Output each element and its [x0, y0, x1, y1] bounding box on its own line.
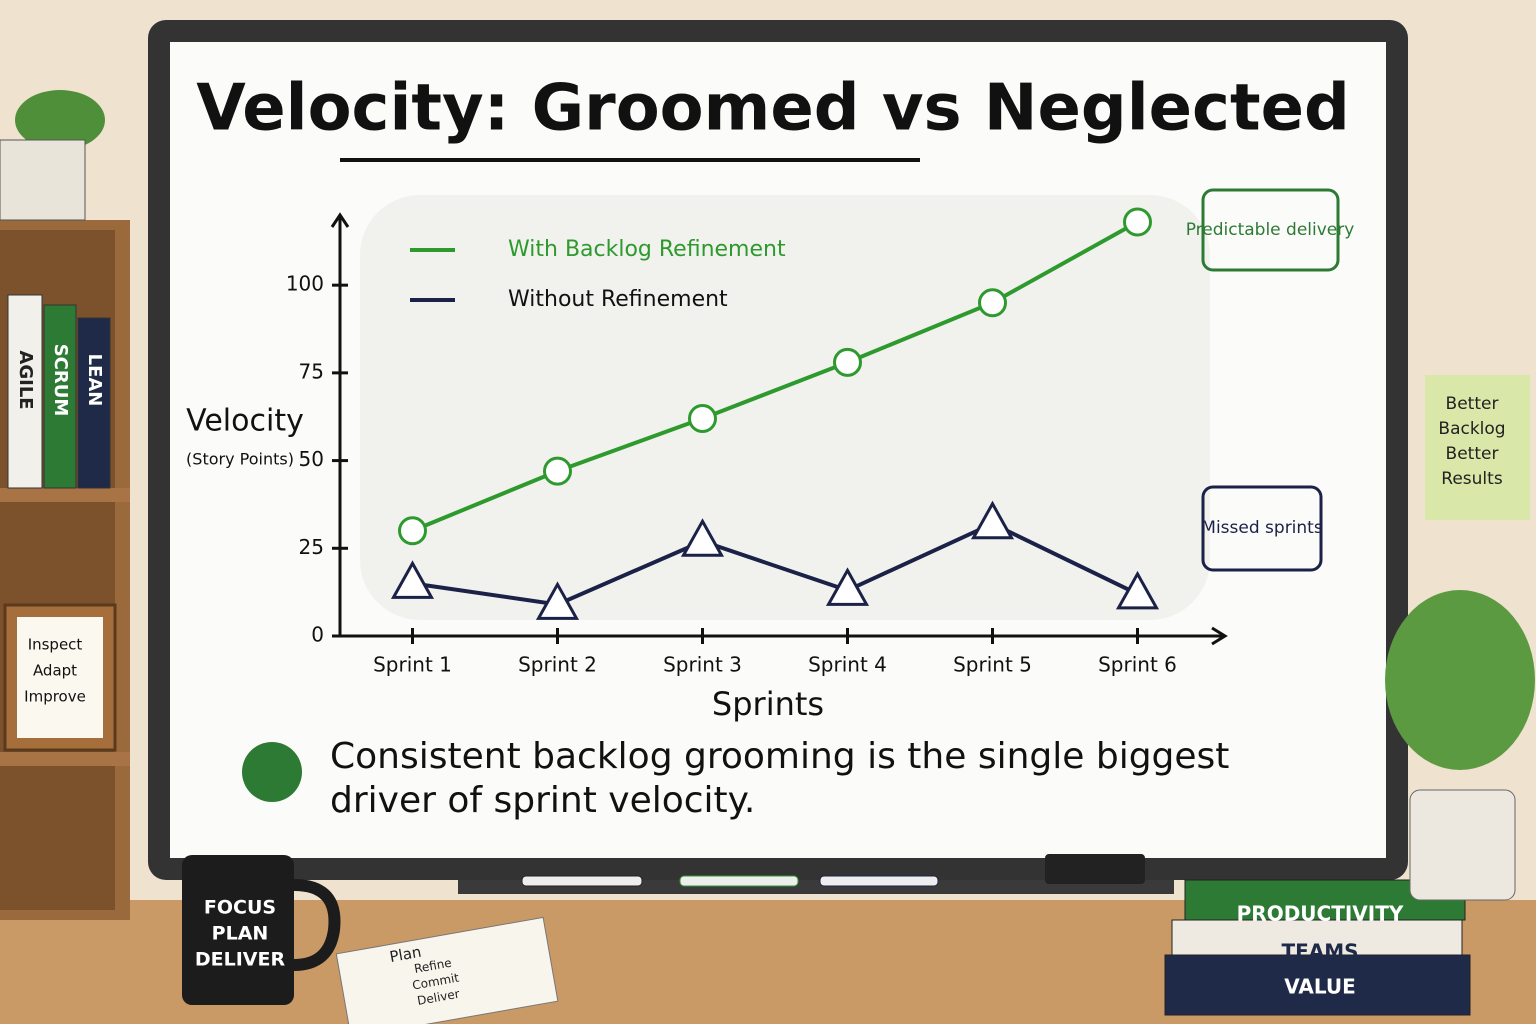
scene-label: Plan — [388, 943, 423, 966]
plant — [1385, 590, 1535, 770]
rocket-marker — [398, 516, 427, 546]
takeaway: Consistent backlog grooming is the singl… — [330, 736, 1230, 821]
warning-marker — [390, 560, 435, 599]
chart: Velocity: Groomed vs Neglected Sprints Vel… — [186, 72, 1355, 821]
scene-label: AGILE — [15, 350, 36, 409]
takeaway-box: Consistent backlog grooming is the singl… — [330, 736, 1230, 821]
scene-label: Refine — [413, 956, 453, 976]
mug — [182, 855, 294, 1005]
series-line — [411, 220, 1139, 533]
legend-label: Without Refinement — [508, 287, 728, 312]
eraser — [1045, 854, 1145, 884]
scene-label: FOCUS — [204, 897, 276, 919]
y-tick-label: 100 — [286, 272, 324, 296]
annotation-box — [1201, 188, 1340, 272]
x-tick-label: Sprint 1 — [373, 653, 452, 677]
scene-label: LEAN — [84, 354, 105, 407]
notebook — [335, 916, 559, 1024]
decor-texts: AGILE SCRUM LEAN Inspect Adapt Improve Better B… — [15, 344, 1506, 1008]
star-badge — [242, 742, 302, 802]
rocket-marker — [1123, 207, 1152, 237]
x-tick-label: Sprint 6 — [1098, 653, 1177, 677]
y-tick-label: 0 — [311, 623, 324, 647]
warning-marker — [825, 567, 870, 606]
scene-label: Better — [1446, 444, 1499, 464]
scene-label: Backlog — [1438, 419, 1505, 439]
y-tick-label: 75 — [299, 359, 324, 383]
scene-label: Results — [1441, 469, 1503, 489]
warning-marker — [535, 581, 580, 620]
sticky-note — [1425, 375, 1530, 520]
x-tick-label: Sprint 5 — [953, 653, 1032, 677]
plant — [15, 90, 105, 150]
desk-book — [1164, 954, 1471, 1016]
book — [7, 294, 43, 489]
pot — [0, 139, 86, 221]
axis — [330, 212, 1228, 646]
scene-label: SCRUM — [50, 344, 71, 417]
x-tick-label: Sprint 4 — [808, 653, 887, 677]
warning-marker — [680, 518, 725, 557]
y-axis-sublabel: (Story Points) — [186, 450, 294, 469]
scene-label: PRODUCTIVITY — [1237, 902, 1404, 926]
annotation: Missed sprints — [1201, 518, 1323, 538]
x-tick-label: Sprint 3 — [663, 653, 742, 677]
series-line — [412, 521, 1139, 607]
scene-label: PLAN — [212, 923, 269, 945]
pot — [1409, 789, 1516, 901]
x-tick-label: Sprint 2 — [518, 653, 597, 677]
scene-label: Improve — [24, 688, 86, 706]
annotation-box — [1201, 485, 1323, 572]
scene-label: Inspect — [28, 636, 83, 654]
warning-marker — [970, 500, 1015, 540]
marker — [819, 875, 939, 887]
marker — [679, 875, 799, 887]
warning-marker — [1115, 570, 1160, 610]
legend-label: With Backlog Refinement — [508, 237, 786, 262]
rocket-marker — [833, 347, 862, 377]
chart-title: Velocity: Groomed vs Neglected — [196, 72, 1350, 146]
rocket-marker — [978, 288, 1007, 318]
marker — [521, 875, 643, 887]
scene-label: DELIVER — [195, 949, 286, 971]
mug-handle — [293, 879, 341, 971]
annotation: Predictable delivery — [1186, 220, 1355, 240]
scene-label: Adapt — [33, 662, 77, 680]
scene-label: Better — [1446, 394, 1499, 414]
shelf-board — [0, 488, 130, 502]
y-tick-label: 25 — [299, 535, 324, 559]
scene-label: TEAMS — [1281, 940, 1358, 964]
desk-book — [1171, 919, 1463, 956]
scene-label: VALUE — [1284, 975, 1356, 999]
rocket-marker — [543, 456, 572, 486]
book — [43, 304, 77, 489]
book — [77, 317, 111, 489]
rocket-marker — [688, 403, 717, 433]
y-tick-label: 50 — [299, 447, 324, 471]
frame-card — [17, 617, 103, 738]
shelf-board — [0, 752, 130, 766]
y-axis-label: Velocity — [186, 404, 304, 439]
x-axis-label: Sprints — [712, 685, 824, 723]
